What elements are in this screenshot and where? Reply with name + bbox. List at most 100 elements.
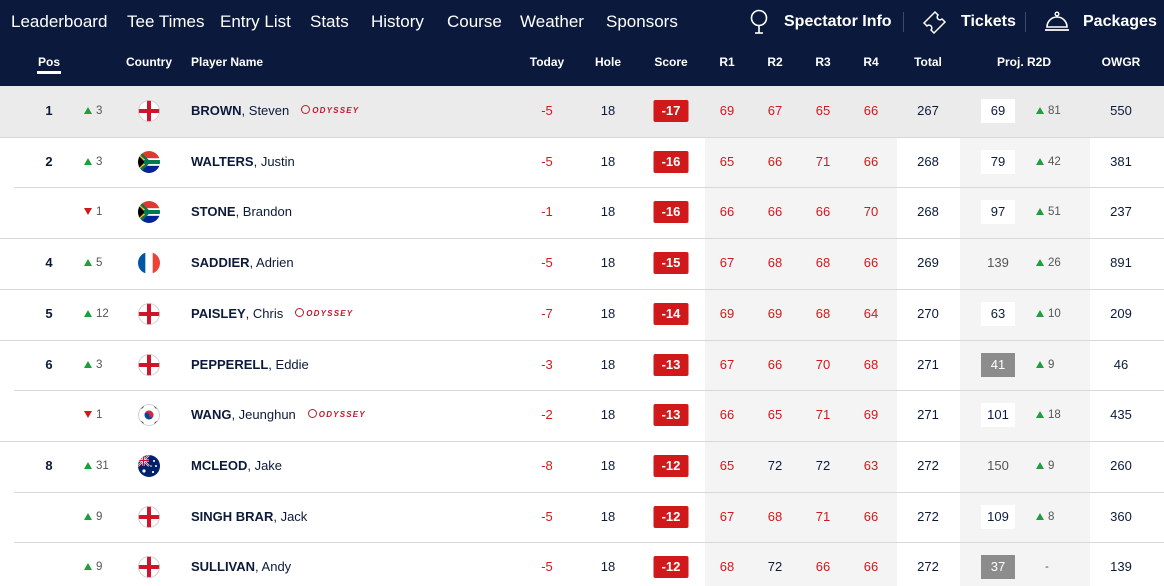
sponsor-name: ODYSSEY (306, 308, 354, 318)
spectator-info-link[interactable]: Spectator Info (748, 0, 894, 44)
nav-sponsors[interactable]: Sponsors (606, 12, 678, 31)
col-score[interactable]: Score (654, 55, 688, 69)
arrow-up-icon (84, 360, 92, 368)
col-r1[interactable]: R1 (719, 55, 735, 69)
row-divider (14, 491, 1164, 493)
player-row[interactable]: 9 SINGH BRAR, Jack -5 18 -12 67 68 71 66 272 109 8 3… (0, 492, 1164, 543)
col-proj-r2d[interactable]: Proj. R2D (996, 55, 1052, 69)
arrow-up-icon (84, 259, 92, 267)
packages-link[interactable]: Packages (1043, 0, 1164, 44)
round-r3-score: 71 (815, 407, 831, 423)
england-flag-icon (138, 556, 160, 579)
projected-movement-value: 42 (1048, 155, 1061, 168)
player-row[interactable]: 1 3 BROWN, Steven ODYSSEY -5 18 -17 69 67 65 66 267… (0, 86, 1164, 137)
movement-value: 31 (96, 459, 109, 472)
owgr-rank: 139 (1110, 559, 1132, 575)
nav-divider (1025, 12, 1026, 32)
movement-value: 3 (96, 358, 103, 371)
row-divider (0, 136, 1164, 138)
player-name-link[interactable]: SADDIER, Adrien (191, 238, 294, 288)
position-number: 5 (45, 305, 53, 321)
round-r2-score: 65 (767, 407, 783, 423)
projected-movement: 42 (1036, 137, 1061, 187)
projected-movement: 10 (1036, 289, 1061, 339)
col-r2[interactable]: R2 (767, 55, 783, 69)
player-name-link[interactable]: SINGH BRAR, Jack (191, 492, 307, 542)
arrow-up-icon (1036, 461, 1044, 469)
player-row[interactable]: 6 3 PEPPERELL, Eddie -3 18 -13 67 66 70 68 271 41 9 4… (0, 340, 1164, 391)
hole-number: 18 (600, 407, 616, 423)
total-strokes: 269 (917, 255, 939, 271)
round-r4-score: 66 (863, 559, 879, 575)
today-score: -5 (541, 103, 553, 118)
player-name-link[interactable]: BROWN, Steven (191, 86, 289, 136)
nav-entry-list[interactable]: Entry List (220, 12, 291, 31)
nav-weather[interactable]: Weather (520, 12, 584, 31)
player-first-name: , Justin (253, 153, 295, 169)
player-first-name: , Jeunghun (231, 407, 296, 423)
sponsor-name: ODYSSEY (318, 410, 366, 420)
col-pos[interactable]: Pos (37, 55, 61, 69)
player-name-link[interactable]: SULLIVAN, Andy (191, 542, 291, 586)
player-row[interactable]: 4 5 SADDIER, Adrien -5 18 -15 67 68 68 66 269 139 26… (0, 238, 1164, 289)
owgr-rank: 260 (1110, 457, 1132, 473)
player-last-name: WANG (191, 407, 232, 423)
round-r2-score: 66 (767, 153, 783, 169)
player-row[interactable]: 2 3 WALTERS, Justin -5 18 -16 65 66 71 66 268 79 42 3… (0, 137, 1164, 188)
player-name-link[interactable]: PEPPERELL, Eddie (191, 340, 309, 390)
total-strokes: 268 (917, 153, 939, 169)
nav-tee-times[interactable]: Tee Times (127, 12, 205, 31)
movement-value: 3 (96, 155, 103, 168)
player-row[interactable]: 5 12 PAISLEY, Chris ODYSSEY -7 18 -14 69 69 68 64 2… (0, 289, 1164, 340)
round-r4-score: 68 (863, 356, 879, 372)
player-row[interactable]: 9 SULLIVAN, Andy -5 18 -12 68 72 66 66 272 37 - 139 (0, 542, 1164, 586)
arrow-down-icon (84, 411, 92, 419)
col-player-name[interactable]: Player Name (191, 55, 264, 69)
hole-number: 18 (600, 103, 616, 118)
col-owgr[interactable]: OWGR (1101, 55, 1141, 69)
player-name-link[interactable]: MCLEOD, Jake (191, 441, 282, 491)
movement-value: 1 (96, 206, 103, 219)
total-strokes: 272 (917, 457, 939, 473)
total-score-badge: -13 (653, 404, 689, 427)
sponsor-logo: ODYSSEY (307, 409, 366, 421)
nav-stats[interactable]: Stats (310, 12, 349, 31)
player-name-link[interactable]: STONE, Brandon (191, 187, 292, 237)
odyssey-logo-icon (307, 409, 317, 419)
row-divider (0, 288, 1164, 290)
col-today[interactable]: Today (529, 55, 565, 69)
hole-number: 18 (600, 356, 616, 372)
total-strokes: 271 (917, 407, 939, 423)
nav-leaderboard[interactable]: Leaderboard (11, 0, 108, 47)
player-row[interactable]: 1 WANG, Jeunghun ODYSSEY -2 18 -13 66 65 71 69 271… (0, 390, 1164, 441)
round-r2-score: 72 (767, 559, 783, 575)
total-strokes: 271 (917, 356, 939, 372)
tickets-link[interactable]: Tickets (921, 0, 1016, 44)
movement-value: 5 (96, 257, 103, 270)
col-total[interactable]: Total (914, 55, 942, 69)
round-r1-score: 69 (719, 103, 735, 118)
col-country[interactable]: Country (126, 55, 172, 69)
player-last-name: WALTERS (191, 153, 254, 169)
player-row[interactable]: 8 31 MCLEOD, Jake -8 18 -12 65 72 72 63 272 150 9 260 (0, 441, 1164, 492)
player-name-link[interactable]: WANG, Jeunghun (191, 390, 296, 440)
nav-course[interactable]: Course (447, 12, 502, 31)
round-r4-score: 66 (863, 255, 879, 271)
col-r4[interactable]: R4 (863, 55, 879, 69)
spectator-info-label: Spectator Info (784, 13, 892, 30)
arrow-up-icon (84, 461, 92, 469)
total-score-badge: -13 (653, 353, 689, 376)
position-number: 8 (45, 457, 53, 473)
position-number: 4 (45, 255, 53, 271)
projected-movement: 81 (1036, 86, 1061, 136)
round-r1-score: 69 (719, 305, 735, 321)
player-row[interactable]: 1 STONE, Brandon -1 18 -16 66 66 66 70 268 97 51 237 (0, 187, 1164, 238)
player-name-link[interactable]: PAISLEY, Chris (191, 289, 283, 339)
nav-history[interactable]: History (371, 12, 424, 31)
today-score: -8 (541, 457, 553, 473)
round-r2-score: 72 (767, 457, 783, 473)
player-name-link[interactable]: WALTERS, Justin (191, 137, 295, 187)
col-r3[interactable]: R3 (815, 55, 831, 69)
projected-rank: 41 (981, 352, 1015, 377)
col-hole[interactable]: Hole (594, 55, 622, 69)
